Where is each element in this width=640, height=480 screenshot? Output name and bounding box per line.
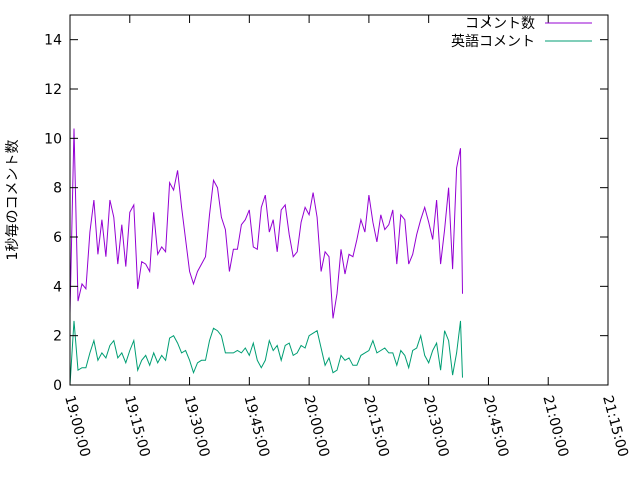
y-axis-label: 1秒毎のコメント数 — [5, 140, 21, 261]
ticks-layer: 0 2 4 6 8 10 12 14 19:00:00 19:15:00 19:30:00 19:45… — [44, 15, 631, 459]
legend-label-2: 英語コメント — [451, 33, 535, 50]
y-tick-label: 12 — [44, 82, 62, 98]
plot-frame — [69, 14, 609, 386]
x-tick-label: 21:15:00 — [599, 394, 631, 459]
x-tick-label: 20:30:00 — [420, 394, 452, 459]
x-tick-label: 19:45:00 — [240, 394, 272, 459]
x-tick-label: 19:00:00 — [61, 394, 93, 459]
y-tick-label: 10 — [44, 131, 62, 147]
series-layer — [69, 128, 463, 386]
series-line-1 — [69, 128, 463, 319]
x-tick-label: 20:00:00 — [300, 394, 332, 459]
legend-label-1: コメント数 — [465, 16, 535, 32]
x-tick-label: 20:15:00 — [360, 394, 392, 459]
y-tick-label: 4 — [53, 279, 62, 295]
y-tick-label: 2 — [53, 329, 62, 345]
y-tick-label: 8 — [53, 181, 62, 197]
series-line-2 — [69, 320, 463, 386]
x-tick-label: 20:45:00 — [480, 394, 512, 459]
y-tick-label: 0 — [53, 378, 62, 394]
x-tick-label: 19:15:00 — [121, 394, 153, 459]
y-tick-label: 14 — [44, 33, 62, 49]
y-tick-label: 6 — [53, 230, 62, 246]
x-tick-label: 19:30:00 — [181, 394, 213, 459]
x-tick-label: 21:00:00 — [539, 394, 571, 459]
